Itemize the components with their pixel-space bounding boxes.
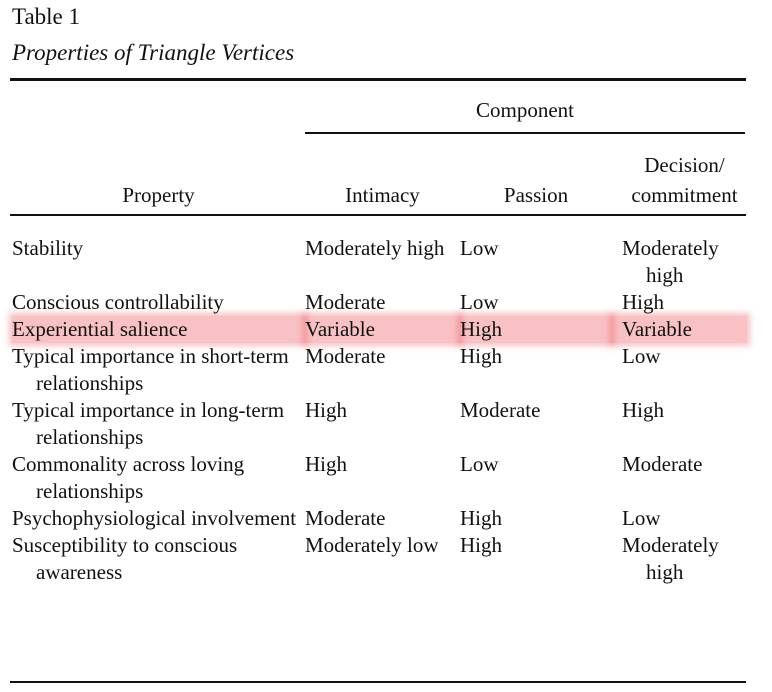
- table-cell: Moderate: [305, 289, 460, 316]
- column-header: Decision/ commitment: [631, 153, 738, 207]
- table-cell: Moderate: [305, 505, 460, 532]
- table: Property Intimacy Passion Decision/ commitm…: [12, 150, 747, 586]
- table-number: Table 1: [12, 4, 81, 29]
- cell-text: Psychophysiological involvement: [12, 506, 297, 530]
- table-cell: Moderately high: [612, 224, 747, 289]
- cell-text: Susceptibility to conscious awareness: [12, 533, 238, 584]
- bottom-rule: [10, 681, 746, 683]
- table-cell: Moderate: [612, 451, 747, 505]
- cell-text: Low: [460, 290, 499, 314]
- cell-text: High: [622, 398, 664, 422]
- table-cell: Low: [612, 343, 747, 397]
- cell-text: High: [305, 398, 347, 422]
- table-cell: Typical importance in short-term relatio…: [12, 343, 305, 397]
- table-cell: Commonality across loving relationships: [12, 451, 305, 505]
- table-cell: Conscious controllability: [12, 289, 305, 316]
- table-cell: High: [612, 289, 747, 316]
- column-header: Property: [122, 183, 195, 207]
- column-header: Passion: [503, 183, 569, 207]
- cell-text: Variable: [305, 317, 375, 341]
- table-row: Conscious controllability Moderate Low High: [12, 289, 747, 316]
- table-cell: Moderately high: [612, 532, 747, 586]
- cell-text: Moderately high: [622, 533, 719, 584]
- table-row: Susceptibility to conscious awareness Mod…: [12, 532, 747, 586]
- table-title: Properties of Triangle Vertices: [12, 40, 295, 65]
- cell-text: Moderately high: [305, 236, 445, 260]
- table-cell: Variable: [305, 316, 460, 343]
- table-cell: Moderately low: [305, 532, 460, 586]
- table-cell: Stability: [12, 224, 305, 289]
- table-cell: High: [305, 397, 460, 451]
- cell-text: High: [460, 317, 502, 341]
- cell-text: Low: [460, 452, 499, 476]
- cell-text: Moderate: [305, 344, 386, 368]
- table-cell: High: [460, 532, 612, 586]
- table-cell: Low: [460, 451, 612, 505]
- cell-text: High: [460, 344, 502, 368]
- cell-text: Moderate: [460, 398, 541, 422]
- spanner-rule: [305, 132, 745, 134]
- table-cell: Moderate: [305, 343, 460, 397]
- table-cell: Susceptibility to conscious awareness: [12, 532, 305, 586]
- cell-text: Low: [622, 344, 661, 368]
- table-row: Experiential salience Variable High Variabl…: [12, 316, 747, 343]
- table-cell: Experiential salience: [12, 316, 305, 343]
- table-cell: Typical importance in long-term relation…: [12, 397, 305, 451]
- table-row: Typical importance in short-term relatio…: [12, 343, 747, 397]
- table-cell: Low: [460, 289, 612, 316]
- table-row: Psychophysiological involvement Moderate H…: [12, 505, 747, 532]
- table-row: Stability Moderately high Low Moderately hi…: [12, 224, 747, 289]
- cell-text: Low: [460, 236, 499, 260]
- table-cell: Low: [612, 505, 747, 532]
- table-cell: High: [460, 316, 612, 343]
- top-rule: [10, 78, 746, 81]
- table-row: Typical importance in long-term relation…: [12, 397, 747, 451]
- table-cell: Moderate: [460, 397, 612, 451]
- cell-text: Commonality across loving relationships: [12, 452, 245, 503]
- table-cell: High: [612, 397, 747, 451]
- cell-text: Moderate: [305, 290, 386, 314]
- table-row: Commonality across loving relationships H…: [12, 451, 747, 505]
- cell-text: High: [460, 533, 502, 557]
- cell-text: Moderately low: [305, 533, 439, 557]
- cell-text: Moderate: [305, 506, 386, 530]
- table-cell: Psychophysiological involvement: [12, 505, 305, 532]
- column-header: Intimacy: [345, 183, 420, 207]
- table-body: Stability Moderately high Low Moderately hi…: [12, 224, 747, 586]
- cell-text: Moderately high: [622, 236, 719, 287]
- cell-text: Moderate: [622, 452, 703, 476]
- cell-text: Typical importance in short-term relatio…: [12, 344, 289, 395]
- table-cell: Variable: [612, 316, 747, 343]
- table-cell: High: [460, 343, 612, 397]
- cell-text: Conscious controllability: [12, 290, 224, 314]
- cell-text: High: [460, 506, 502, 530]
- cell-text: High: [622, 290, 664, 314]
- cell-text: High: [305, 452, 347, 476]
- cell-text: Stability: [12, 236, 84, 260]
- table-cell: Low: [460, 224, 612, 289]
- table-cell: Moderately high: [305, 224, 460, 289]
- table-cell: High: [305, 451, 460, 505]
- cell-text: Low: [622, 506, 661, 530]
- header-row: Property Intimacy Passion Decision/ commitm…: [12, 150, 747, 224]
- table-cell: High: [460, 505, 612, 532]
- cell-text: Experiential salience: [12, 317, 188, 341]
- cell-text: Typical importance in long-term relation…: [12, 398, 285, 449]
- spanner-heading: Component: [476, 98, 574, 122]
- cell-text: Variable: [622, 317, 692, 341]
- header-rule: [10, 214, 746, 216]
